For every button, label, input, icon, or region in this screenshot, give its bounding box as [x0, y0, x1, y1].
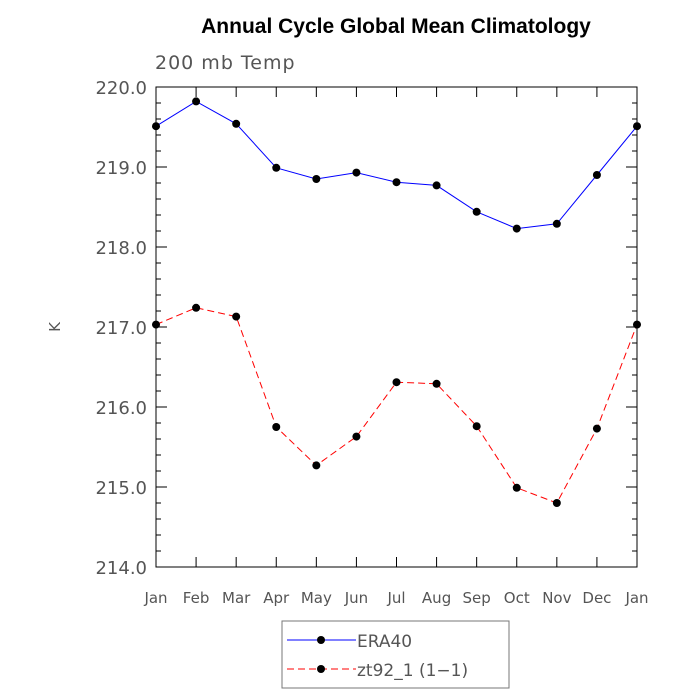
series-2-point	[432, 379, 441, 388]
series-1-point	[192, 97, 201, 106]
plot-border	[155, 86, 638, 568]
series-1-point	[633, 122, 641, 131]
series-1-point	[392, 178, 401, 187]
x-tick-label: Jan	[624, 589, 648, 607]
x-tick-label: Sep	[463, 589, 491, 607]
series-1-point	[232, 119, 241, 128]
series-2-point	[352, 432, 361, 441]
x-axis-ticks: Jan Feb Mar Apr May Jun Jul Aug Sep Oct Nov Dec Jan	[143, 87, 649, 607]
series-2-point	[392, 378, 401, 387]
series-2-point	[192, 303, 201, 312]
plot-frame	[155, 86, 638, 568]
y-tick-label: 218.0	[95, 238, 147, 259]
y-tick-label: 217.0	[95, 318, 147, 339]
y-axis-ticks: 214.0 215.0 216.0 217.0 218.0 219.0 220.0	[95, 78, 637, 579]
series-2-point	[152, 320, 160, 329]
legend: ERA40 zt92_1 (1−1)	[281, 620, 510, 689]
x-tick-label: Dec	[582, 589, 611, 607]
x-tick-label: May	[301, 589, 332, 607]
y-tick-label: 214.0	[95, 558, 147, 579]
series-layer	[152, 97, 641, 507]
y-tick-label: 215.0	[95, 478, 147, 499]
series-2-point	[592, 424, 601, 433]
series-2-point	[552, 499, 561, 507]
x-tick-label: Jan	[143, 589, 167, 607]
x-tick-label: Nov	[542, 589, 571, 607]
chart-title: Annual Cycle Global Mean Climatology	[201, 15, 591, 38]
x-tick-label: Oct	[504, 589, 530, 607]
legend-box	[281, 620, 510, 689]
series-1-point	[352, 168, 361, 177]
series-2-point	[512, 483, 521, 492]
y-tick-label: 219.0	[95, 158, 147, 179]
x-tick-label: Jun	[344, 589, 368, 607]
series-2-point	[472, 422, 481, 431]
series-line-2	[155, 307, 638, 504]
series-2-point	[312, 461, 321, 470]
x-tick-label: Aug	[422, 589, 451, 607]
series-line-1	[155, 100, 638, 230]
series-2-point	[232, 312, 241, 321]
y-tick-label: 220.0	[95, 78, 147, 99]
legend-marker-1	[317, 636, 325, 644]
x-tick-label: Mar	[222, 589, 251, 607]
legend-marker-2	[317, 665, 325, 673]
series-1-point	[312, 175, 321, 183]
legend-label-2: zt92_1 (1−1)	[357, 661, 468, 681]
y-tick-label: 216.0	[95, 398, 147, 419]
y-axis-label: K	[46, 321, 64, 332]
series-1-point	[152, 122, 160, 131]
x-tick-label: Jul	[386, 589, 405, 607]
series-1-point	[272, 163, 281, 172]
series-1-point	[552, 219, 561, 228]
series-2-point	[633, 320, 641, 329]
series-2-point	[272, 423, 281, 431]
x-tick-label: Apr	[263, 589, 290, 607]
series-1-point	[432, 181, 441, 190]
series-1-point	[592, 171, 601, 179]
series-1-point	[472, 207, 481, 216]
series-1-point	[512, 224, 521, 233]
x-tick-label: Feb	[183, 589, 210, 607]
legend-label-1: ERA40	[357, 632, 412, 652]
chart-subtitle: 200 mb Temp	[155, 52, 296, 74]
